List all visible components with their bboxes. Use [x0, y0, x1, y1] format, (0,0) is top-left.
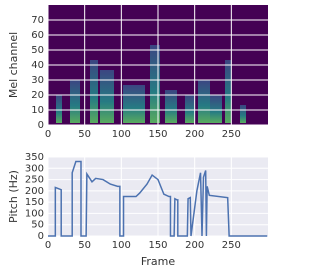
y-tick-label: 0 [38, 120, 44, 131]
x-tick-label: 0 [45, 129, 51, 140]
y-axis-label: Pitch (Hz) [7, 170, 20, 223]
x-tick-label: 150 [148, 129, 167, 140]
y-tick-label: 300 [25, 163, 44, 174]
y-tick-label: 30 [31, 75, 44, 86]
x-tick-label: 100 [112, 129, 131, 140]
x-tick-label: 50 [78, 240, 91, 251]
x-tick-label: 0 [45, 240, 51, 251]
pitch-line [48, 160, 268, 237]
x-tick-label: 200 [185, 129, 204, 140]
y-tick-label: 200 [25, 186, 44, 197]
y-tick-label: 100 [25, 208, 44, 219]
x-tick-label: 250 [222, 240, 241, 251]
y-tick-label: 250 [25, 175, 44, 186]
x-tick-label: 50 [78, 129, 91, 140]
x-tick-label: 250 [222, 129, 241, 140]
y-tick-label: 50 [31, 45, 44, 56]
x-axis-label: Frame [141, 255, 176, 268]
y-tick-label: 150 [25, 197, 44, 208]
x-tick-label: 100 [112, 240, 131, 251]
y-tick-label: 40 [31, 60, 44, 71]
y-tick-label: 60 [31, 30, 44, 41]
y-tick-label: 50 [31, 220, 44, 231]
x-tick-label: 200 [185, 240, 204, 251]
y-tick-label: 20 [31, 90, 44, 101]
y-tick-label: 0 [38, 231, 44, 242]
y-axis-label: Mel channel [7, 32, 20, 98]
x-tick-label: 150 [148, 240, 167, 251]
y-tick-label: 70 [31, 15, 44, 26]
y-tick-label: 10 [31, 105, 44, 116]
y-tick-label: 350 [25, 152, 44, 163]
